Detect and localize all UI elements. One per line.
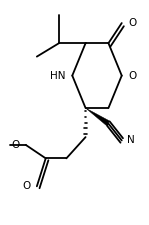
Text: HN: HN (50, 71, 66, 81)
Text: O: O (128, 71, 137, 81)
Text: N: N (127, 135, 135, 145)
Text: O: O (129, 18, 137, 28)
Polygon shape (86, 108, 109, 126)
Text: O: O (12, 140, 20, 150)
Text: O: O (23, 181, 31, 191)
